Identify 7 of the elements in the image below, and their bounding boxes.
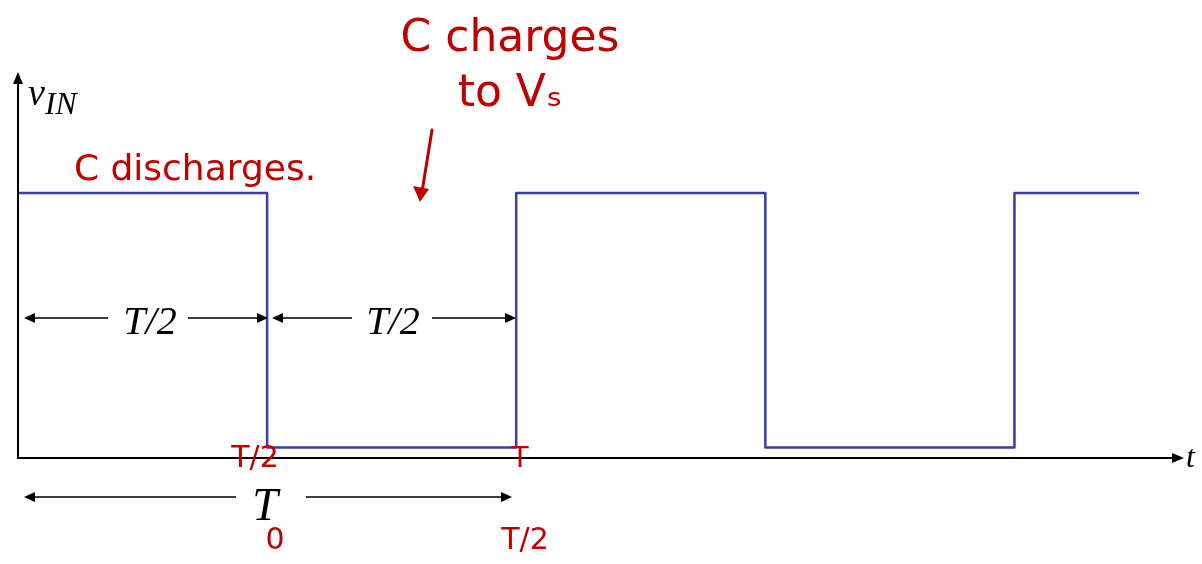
text: C charges to Vₛ — [399, 9, 621, 118]
annotation: T/2 — [355, 296, 431, 346]
text: C discharges. — [72, 146, 318, 190]
annotation: T/2 — [112, 296, 188, 346]
x-axis-title: t — [1186, 438, 1195, 475]
text: T/2 — [500, 520, 550, 558]
y-axis-title: v$_{IN}$ — [28, 70, 77, 122]
